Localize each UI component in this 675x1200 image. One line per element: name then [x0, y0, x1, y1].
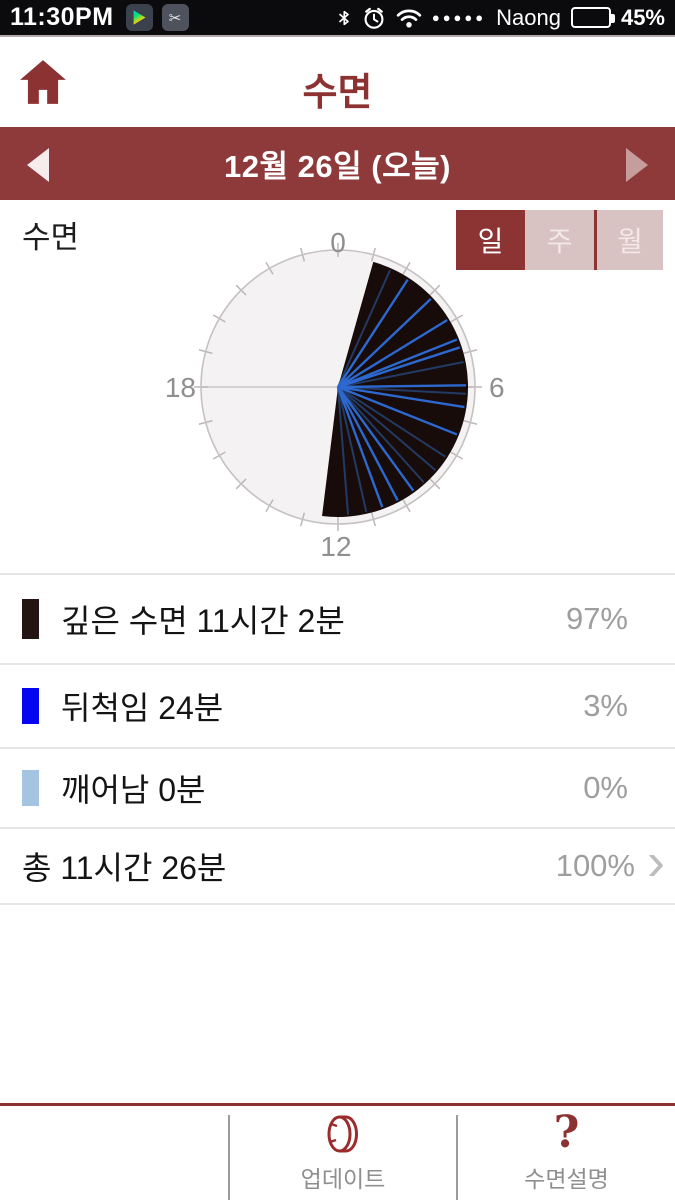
- awake-percent: 0%: [583, 770, 628, 805]
- deep-sleep-label: 깊은 수면 11시간 2분: [61, 603, 345, 639]
- period-toggle: 일 주 월: [456, 210, 663, 270]
- date-label: 12월 26일 (오늘): [224, 149, 451, 184]
- bluetooth-icon: [338, 10, 349, 25]
- home-button[interactable]: [18, 57, 68, 107]
- tab-day[interactable]: 일: [456, 210, 525, 270]
- home-icon: [20, 60, 66, 104]
- toolbar-divider: [228, 1115, 230, 1200]
- next-day-button[interactable]: [626, 148, 648, 182]
- battery-percent: 45%: [620, 4, 665, 30]
- tossing-percent: 3%: [583, 688, 628, 723]
- deep-sleep-swatch: [22, 599, 39, 639]
- total-percent: 100%: [555, 848, 635, 883]
- chevron-right-icon: ›: [647, 831, 665, 892]
- update-button[interactable]: 업데이트: [230, 1106, 456, 1200]
- clock-label-0: 0: [330, 227, 346, 258]
- signal-dots-icon: ●●●●●: [431, 10, 487, 25]
- sleep-help-button[interactable]: ? 수면설명: [458, 1106, 675, 1200]
- sleep-summary-list: 깊은 수면 11시간 2분 97% 뒤척임 24분 3% 깨어남 0분 0% 총…: [0, 573, 675, 905]
- total-label: 총 11시간 26분: [22, 850, 227, 886]
- deep-sleep-percent: 97%: [565, 601, 628, 636]
- alarm-clock-icon: [364, 7, 384, 29]
- sleep-chart-section: 0 6 12 18 수면 일 주 월: [0, 200, 675, 573]
- awake-swatch: [22, 770, 39, 806]
- bottom-toolbar: 업데이트 ? 수면설명: [0, 1103, 675, 1200]
- awake-label: 깨어남 0분: [61, 772, 206, 808]
- tossing-label: 뒤척임 24분: [61, 690, 224, 726]
- sleep-clock-chart: 0 6 12 18: [165, 227, 505, 562]
- toolbar-divider: [456, 1115, 458, 1200]
- tab-month[interactable]: 월: [594, 210, 663, 270]
- date-nav-bar: 12월 26일 (오늘): [0, 127, 675, 200]
- clock-label-12: 12: [320, 531, 351, 562]
- battery-icon: [570, 7, 615, 28]
- play-store-icon: [125, 4, 153, 31]
- clock-time: 11:30PM: [10, 3, 114, 31]
- app-header: 수면: [0, 39, 675, 127]
- page-title: 수면: [302, 72, 373, 114]
- chart-section-label: 수면: [22, 220, 80, 255]
- carrier-name: Naong: [496, 4, 561, 30]
- update-label: 업데이트: [300, 1166, 386, 1192]
- sleep-help-label: 수면설명: [524, 1166, 609, 1192]
- tossing-swatch: [22, 688, 39, 724]
- previous-day-button[interactable]: [27, 148, 49, 182]
- band-ring-icon: [327, 1115, 358, 1153]
- list-item-total[interactable]: 총 11시간 26분 100% ›: [0, 827, 675, 905]
- wifi-icon: [396, 9, 422, 28]
- tab-week[interactable]: 주: [525, 210, 594, 270]
- list-item-awake: 깨어남 0분 0%: [0, 747, 675, 827]
- screenshot-icon: ✂: [161, 4, 189, 31]
- list-item-deep-sleep: 깊은 수면 11시간 2분 97%: [0, 573, 675, 663]
- clock-label-6: 6: [489, 372, 505, 403]
- question-mark-icon: ?: [553, 1107, 580, 1158]
- status-bar: 11:30PM ✂ ●●●●● Naong 45%: [0, 0, 675, 37]
- clock-label-18: 18: [165, 372, 196, 403]
- list-item-tossing: 뒤척임 24분 3%: [0, 663, 675, 747]
